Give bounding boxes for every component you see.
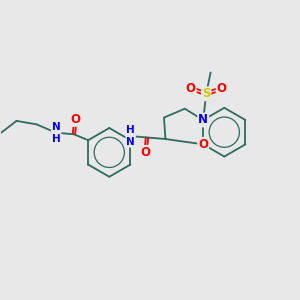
Text: S: S	[202, 87, 210, 100]
Text: O: O	[70, 113, 80, 126]
Text: O: O	[140, 146, 151, 159]
Text: O: O	[186, 82, 196, 95]
Text: H
N: H N	[126, 125, 135, 147]
Text: N
H: N H	[52, 122, 60, 144]
Text: N: N	[198, 113, 208, 127]
Text: O: O	[198, 138, 208, 151]
Text: O: O	[217, 82, 226, 95]
